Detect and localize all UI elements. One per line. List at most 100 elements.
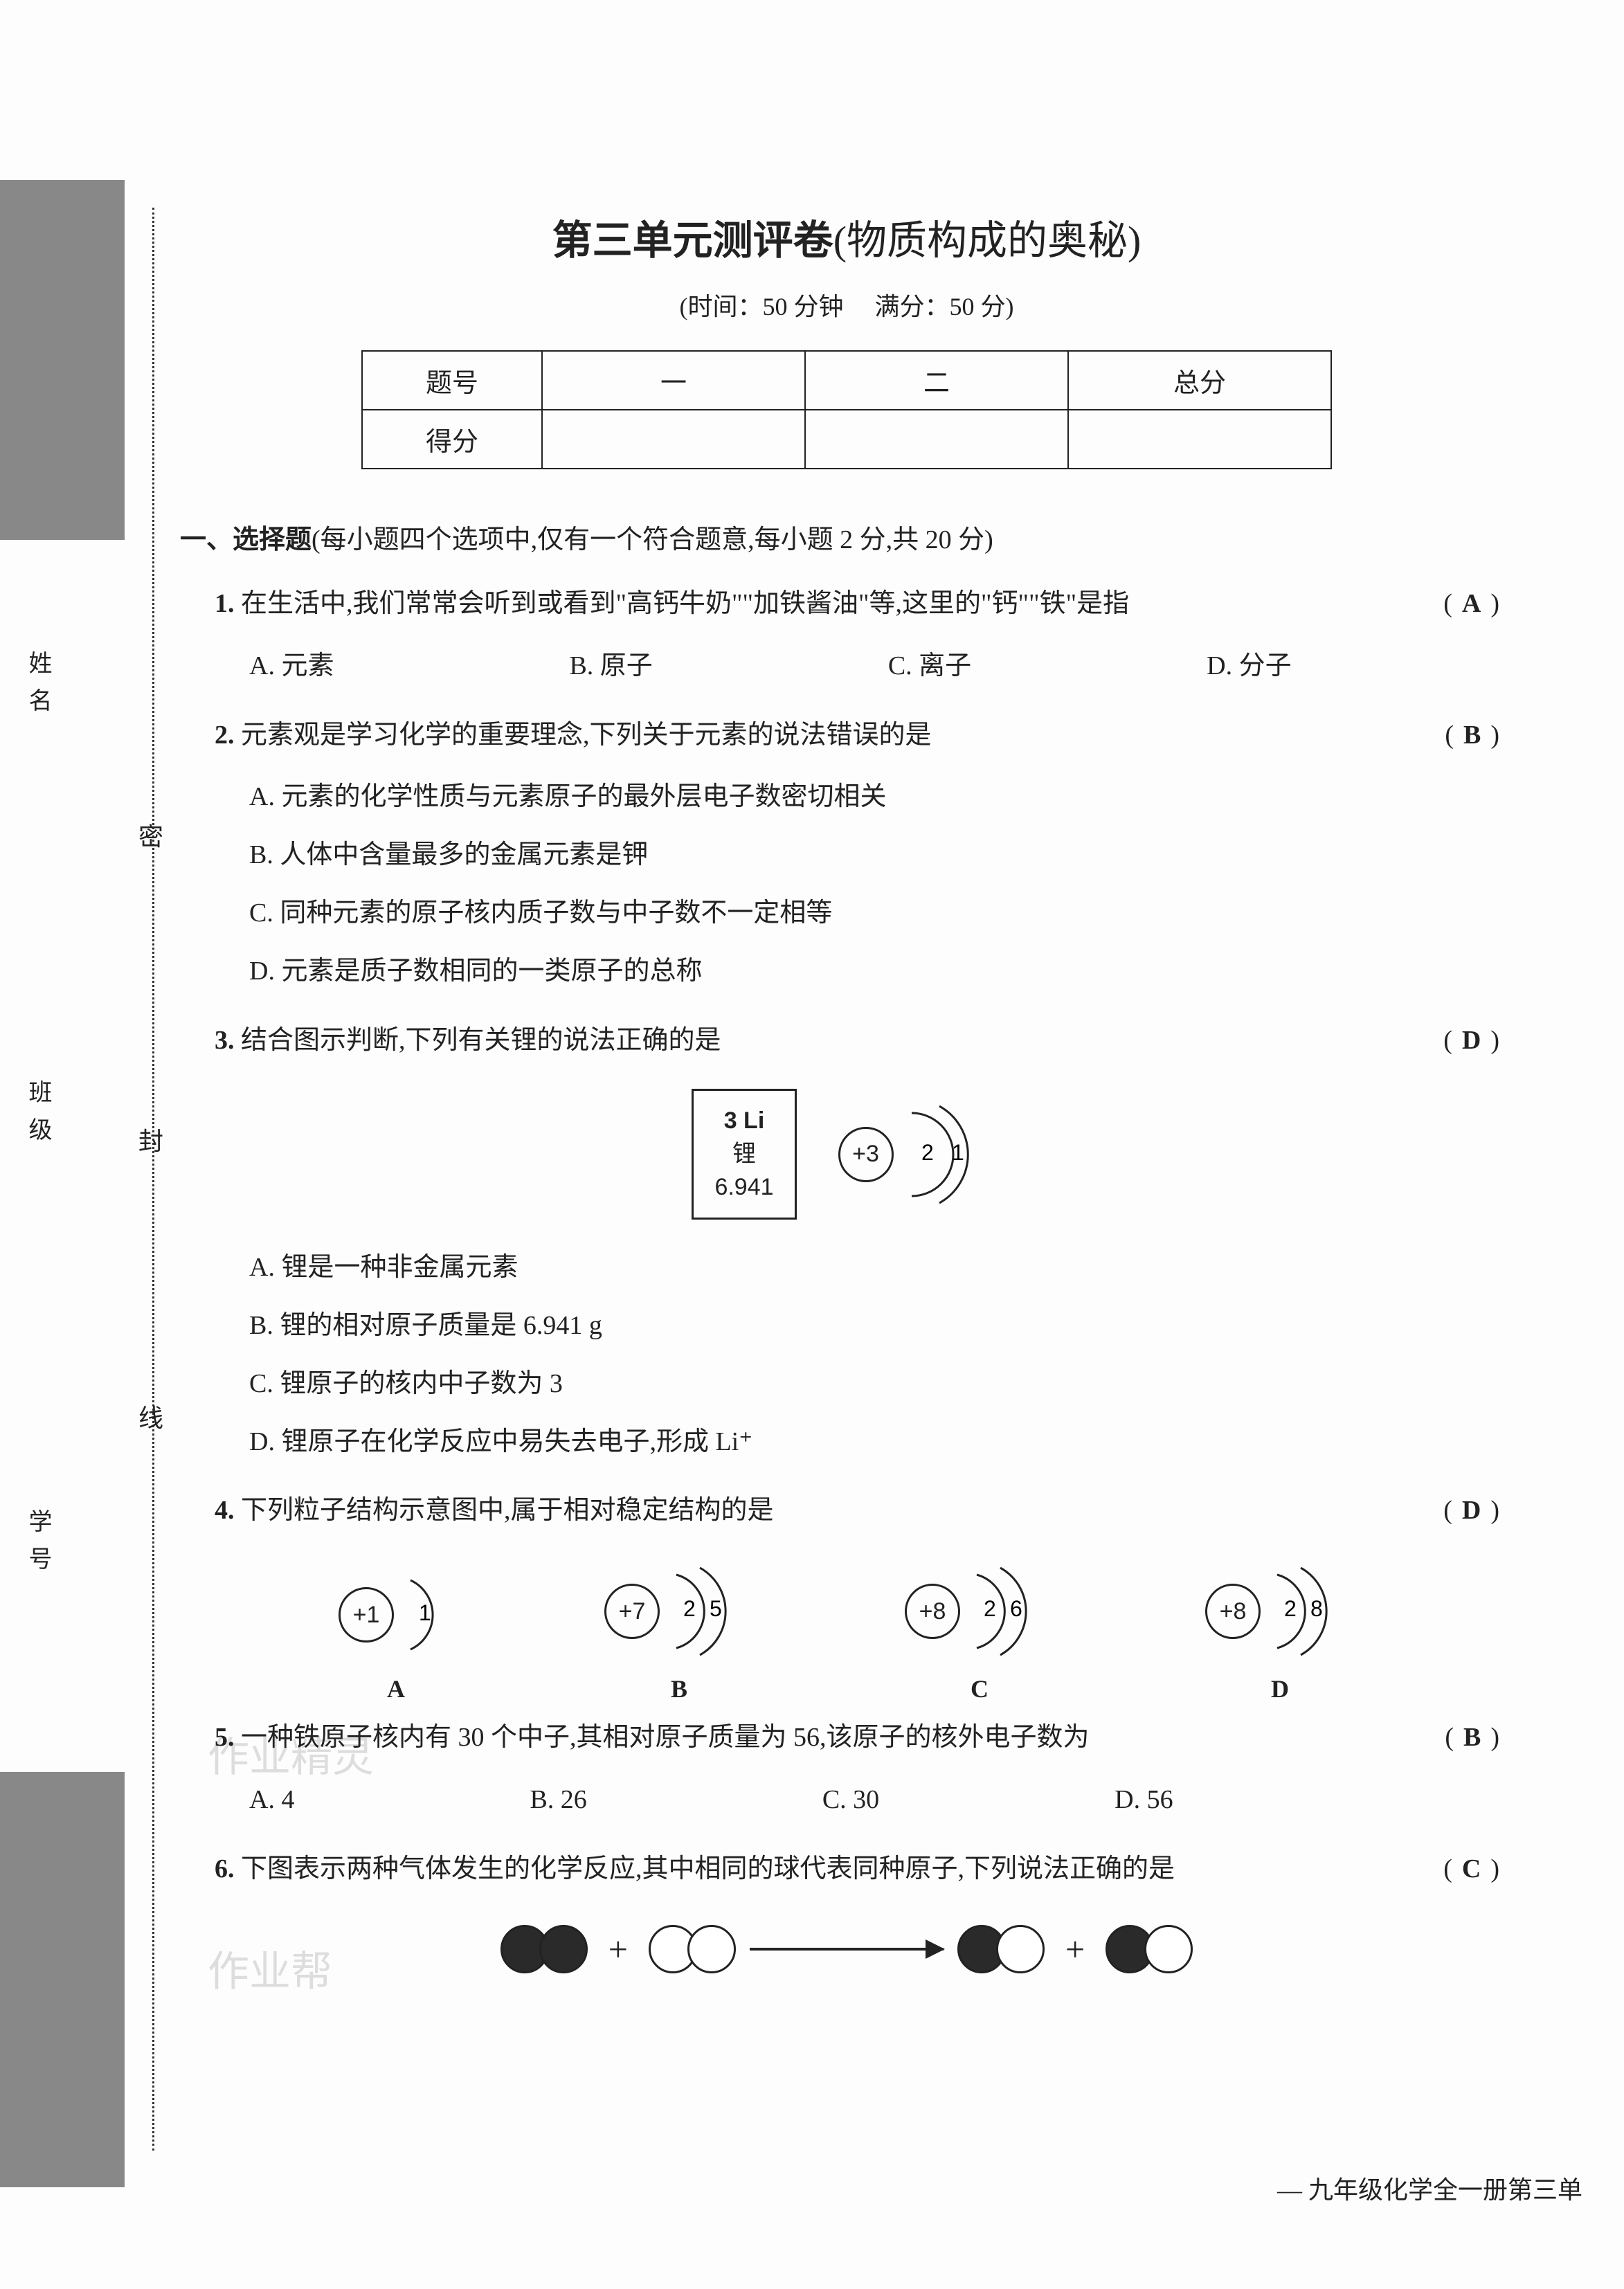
- q4-diagrams: +1 1 A +7 25 B +8 26 C +8 28 D: [263, 1559, 1430, 1703]
- reaction-arrow: [750, 1948, 944, 1951]
- q4-text: 下列粒子结构示意图中,属于相对稳定结构的是: [241, 1496, 774, 1525]
- molecule-mixed-2: [1106, 1925, 1193, 1973]
- q5-answer: (B): [1445, 1710, 1499, 1766]
- binding-dotted-line: [152, 208, 154, 2151]
- q6-num: 6.: [215, 1854, 235, 1883]
- q4-num: 4.: [215, 1496, 235, 1525]
- question-2: 2. 元素观是学习化学的重要理念,下列关于元素的说法错误的是 (B): [215, 708, 1499, 763]
- question-4: 4. 下列粒子结构示意图中,属于相对稳定结构的是 (D): [215, 1483, 1499, 1539]
- meta-time: (时间：50 分钟: [680, 293, 844, 320]
- svg-text:2: 2: [683, 1596, 696, 1621]
- q5-num: 5.: [215, 1723, 235, 1752]
- score-cell-2[interactable]: [805, 410, 1068, 469]
- title-sub: (物质构成的奥秘): [833, 218, 1142, 263]
- q3-B: B. 锂的相对原子质量是 6.941 g: [249, 1299, 1499, 1354]
- shells-li: 2 1: [898, 1099, 1002, 1210]
- q5-B: B. 26: [530, 1773, 586, 1828]
- nucleus-li: +3: [838, 1127, 894, 1182]
- meta-score: 满分：50 分): [875, 293, 1014, 320]
- q5-C: C. 30: [822, 1773, 879, 1828]
- page-footer: — 九年级化学全一册第三单: [1277, 2170, 1582, 2206]
- label-xian: 线: [138, 1398, 163, 1434]
- svg-text:1: 1: [952, 1140, 964, 1165]
- svg-text:2: 2: [921, 1140, 934, 1165]
- molecule-mixed-1: [957, 1925, 1045, 1973]
- q2-B: B. 人体中含量最多的金属元素是钾: [249, 828, 1499, 883]
- q5-options: A. 4 B. 26 C. 30 D. 56: [249, 1773, 1499, 1828]
- q1-C: C. 离子: [888, 639, 971, 694]
- q5-A: A. 4: [249, 1773, 294, 1828]
- q2-D: D. 元素是质子数相同的一类原子的总称: [249, 944, 1499, 999]
- label-feng: 封: [138, 1121, 163, 1157]
- q4-item-B: +7 25 B: [604, 1559, 754, 1703]
- q2-options: A. 元素的化学性质与元素原子的最外层电子数密切相关 B. 人体中含量最多的金属…: [249, 770, 1499, 999]
- svg-text:2: 2: [984, 1596, 996, 1621]
- question-1: 1. 在生活中,我们常常会听到或看到"高钙牛奶""加铁酱油"等,这里的"钙""铁…: [215, 577, 1499, 632]
- q1-D: D. 分子: [1207, 639, 1291, 694]
- q2-A: A. 元素的化学性质与元素原子的最外层电子数密切相关: [249, 770, 1499, 825]
- atom-li: +3 2 1: [838, 1099, 1002, 1210]
- svg-text:2: 2: [1284, 1596, 1297, 1621]
- svg-text:1: 1: [419, 1600, 431, 1625]
- card-bot: 6.941: [714, 1171, 773, 1204]
- q3-C: C. 锂原子的核内中子数为 3: [249, 1357, 1499, 1412]
- margin-block-top: [0, 180, 125, 540]
- q3-A: A. 锂是一种非金属元素: [249, 1240, 1499, 1296]
- score-cell-1[interactable]: [542, 410, 805, 469]
- score-h1: 一: [542, 351, 805, 410]
- title-main: 第三单元测评卷: [552, 218, 833, 263]
- q3-D: D. 锂原子在化学反应中易失去电子,形成 Li⁺: [249, 1415, 1499, 1470]
- q1-A: A. 元素: [249, 639, 334, 694]
- molecule-dark-pair: [500, 1925, 588, 1973]
- q1-num: 1.: [215, 589, 235, 618]
- q4-item-C: +8 26 C: [905, 1559, 1054, 1703]
- q5-text: 一种铁原子核内有 30 个中子,其相对原子质量为 56,该原子的核外电子数为: [241, 1723, 1090, 1752]
- q6-reaction-diagram: + +: [194, 1925, 1499, 1973]
- margin-block-bottom: [0, 1772, 125, 2187]
- card-top: 3 Li: [714, 1105, 773, 1138]
- svg-text:6: 6: [1010, 1596, 1022, 1621]
- q1-text: 在生活中,我们常常会听到或看到"高钙牛奶""加铁酱油"等,这里的"钙""铁"是指: [241, 589, 1129, 618]
- q2-C: C. 同种元素的原子核内质子数与中子数不一定相等: [249, 886, 1499, 941]
- q3-options: A. 锂是一种非金属元素 B. 锂的相对原子质量是 6.941 g C. 锂原子…: [249, 1240, 1499, 1469]
- label-mi: 密: [138, 817, 163, 853]
- plus-2: +: [1058, 1929, 1092, 1969]
- element-card-li: 3 Li 锂 6.941: [692, 1089, 796, 1220]
- q2-text: 元素观是学习化学的重要理念,下列关于元素的说法错误的是: [241, 721, 932, 750]
- score-table: 题号 一 二 总分 得分: [361, 350, 1332, 469]
- q3-diagram: 3 Li 锂 6.941 +3 2 1: [194, 1089, 1499, 1220]
- card-mid: 锂: [714, 1138, 773, 1171]
- q2-num: 2.: [215, 721, 235, 750]
- score-row-label: 得分: [362, 410, 542, 469]
- q3-text: 结合图示判断,下列有关锂的说法正确的是: [241, 1026, 721, 1055]
- question-6: 6. 下图表示两种气体发生的化学反应,其中相同的球代表同种原子,下列说法正确的是…: [215, 1842, 1499, 1897]
- score-h2: 二: [805, 351, 1068, 410]
- q3-answer: (D): [1443, 1013, 1499, 1069]
- q5-D: D. 56: [1115, 1773, 1173, 1828]
- q4-item-A: +1 1 A: [339, 1566, 453, 1703]
- question-5: 5. 一种铁原子核内有 30 个中子,其相对原子质量为 56,该原子的核外电子数…: [215, 1710, 1499, 1766]
- score-h0: 题号: [362, 351, 542, 410]
- score-cell-total[interactable]: [1068, 410, 1331, 469]
- q4-item-D: +8 28 D: [1205, 1559, 1355, 1703]
- q1-options: A. 元素 B. 原子 C. 离子 D. 分子: [249, 639, 1499, 694]
- exam-page: 姓名 班级 学号 密 封 线 第三单元测评卷(物质构成的奥秘) (时间：50 分…: [0, 0, 1624, 2289]
- q3-num: 3.: [215, 1026, 235, 1055]
- svg-text:8: 8: [1310, 1596, 1323, 1621]
- section-1-note: (每小题四个选项中,仅有一个符合题意,每小题 2 分,共 20 分): [312, 525, 993, 554]
- q6-answer: (C): [1443, 1842, 1499, 1897]
- plus-1: +: [602, 1929, 635, 1969]
- q1-B: B. 原子: [569, 639, 652, 694]
- exam-meta: (时间：50 分钟 满分：50 分): [194, 287, 1499, 323]
- q4-answer: (D): [1443, 1483, 1499, 1539]
- section-1-title: 一、选择题: [180, 525, 312, 554]
- page-title: 第三单元测评卷(物质构成的奥秘): [194, 208, 1499, 266]
- question-3: 3. 结合图示判断,下列有关锂的说法正确的是 (D): [215, 1013, 1499, 1069]
- label-xuehao: 学号: [21, 1509, 55, 1584]
- section-1-head: 一、选择题(每小题四个选项中,仅有一个符合题意,每小题 2 分,共 20 分): [180, 518, 1499, 556]
- q1-answer: (A): [1443, 577, 1499, 632]
- molecule-light-pair: [649, 1925, 736, 1973]
- label-xingming: 姓名: [21, 651, 55, 725]
- svg-text:5: 5: [710, 1596, 722, 1621]
- label-banji: 班级: [21, 1080, 55, 1155]
